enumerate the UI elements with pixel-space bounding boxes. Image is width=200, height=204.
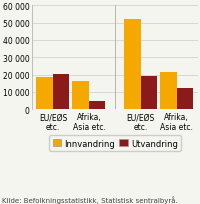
Bar	[140, 77, 156, 110]
Bar	[159, 73, 176, 110]
Text: Kilde: Befolkningsstatistikk, Statistisk sentralbyrå.: Kilde: Befolkningsstatistikk, Statistisk…	[2, 195, 177, 203]
Bar	[36, 78, 53, 110]
Legend: Innvandring, Utvandring: Innvandring, Utvandring	[49, 135, 180, 151]
Bar	[176, 89, 192, 110]
Bar	[123, 20, 140, 110]
Bar	[89, 102, 105, 110]
Bar	[72, 81, 89, 110]
Text: 2010: 2010	[147, 135, 168, 144]
Text: 2000: 2000	[60, 135, 81, 144]
Bar	[53, 74, 69, 110]
